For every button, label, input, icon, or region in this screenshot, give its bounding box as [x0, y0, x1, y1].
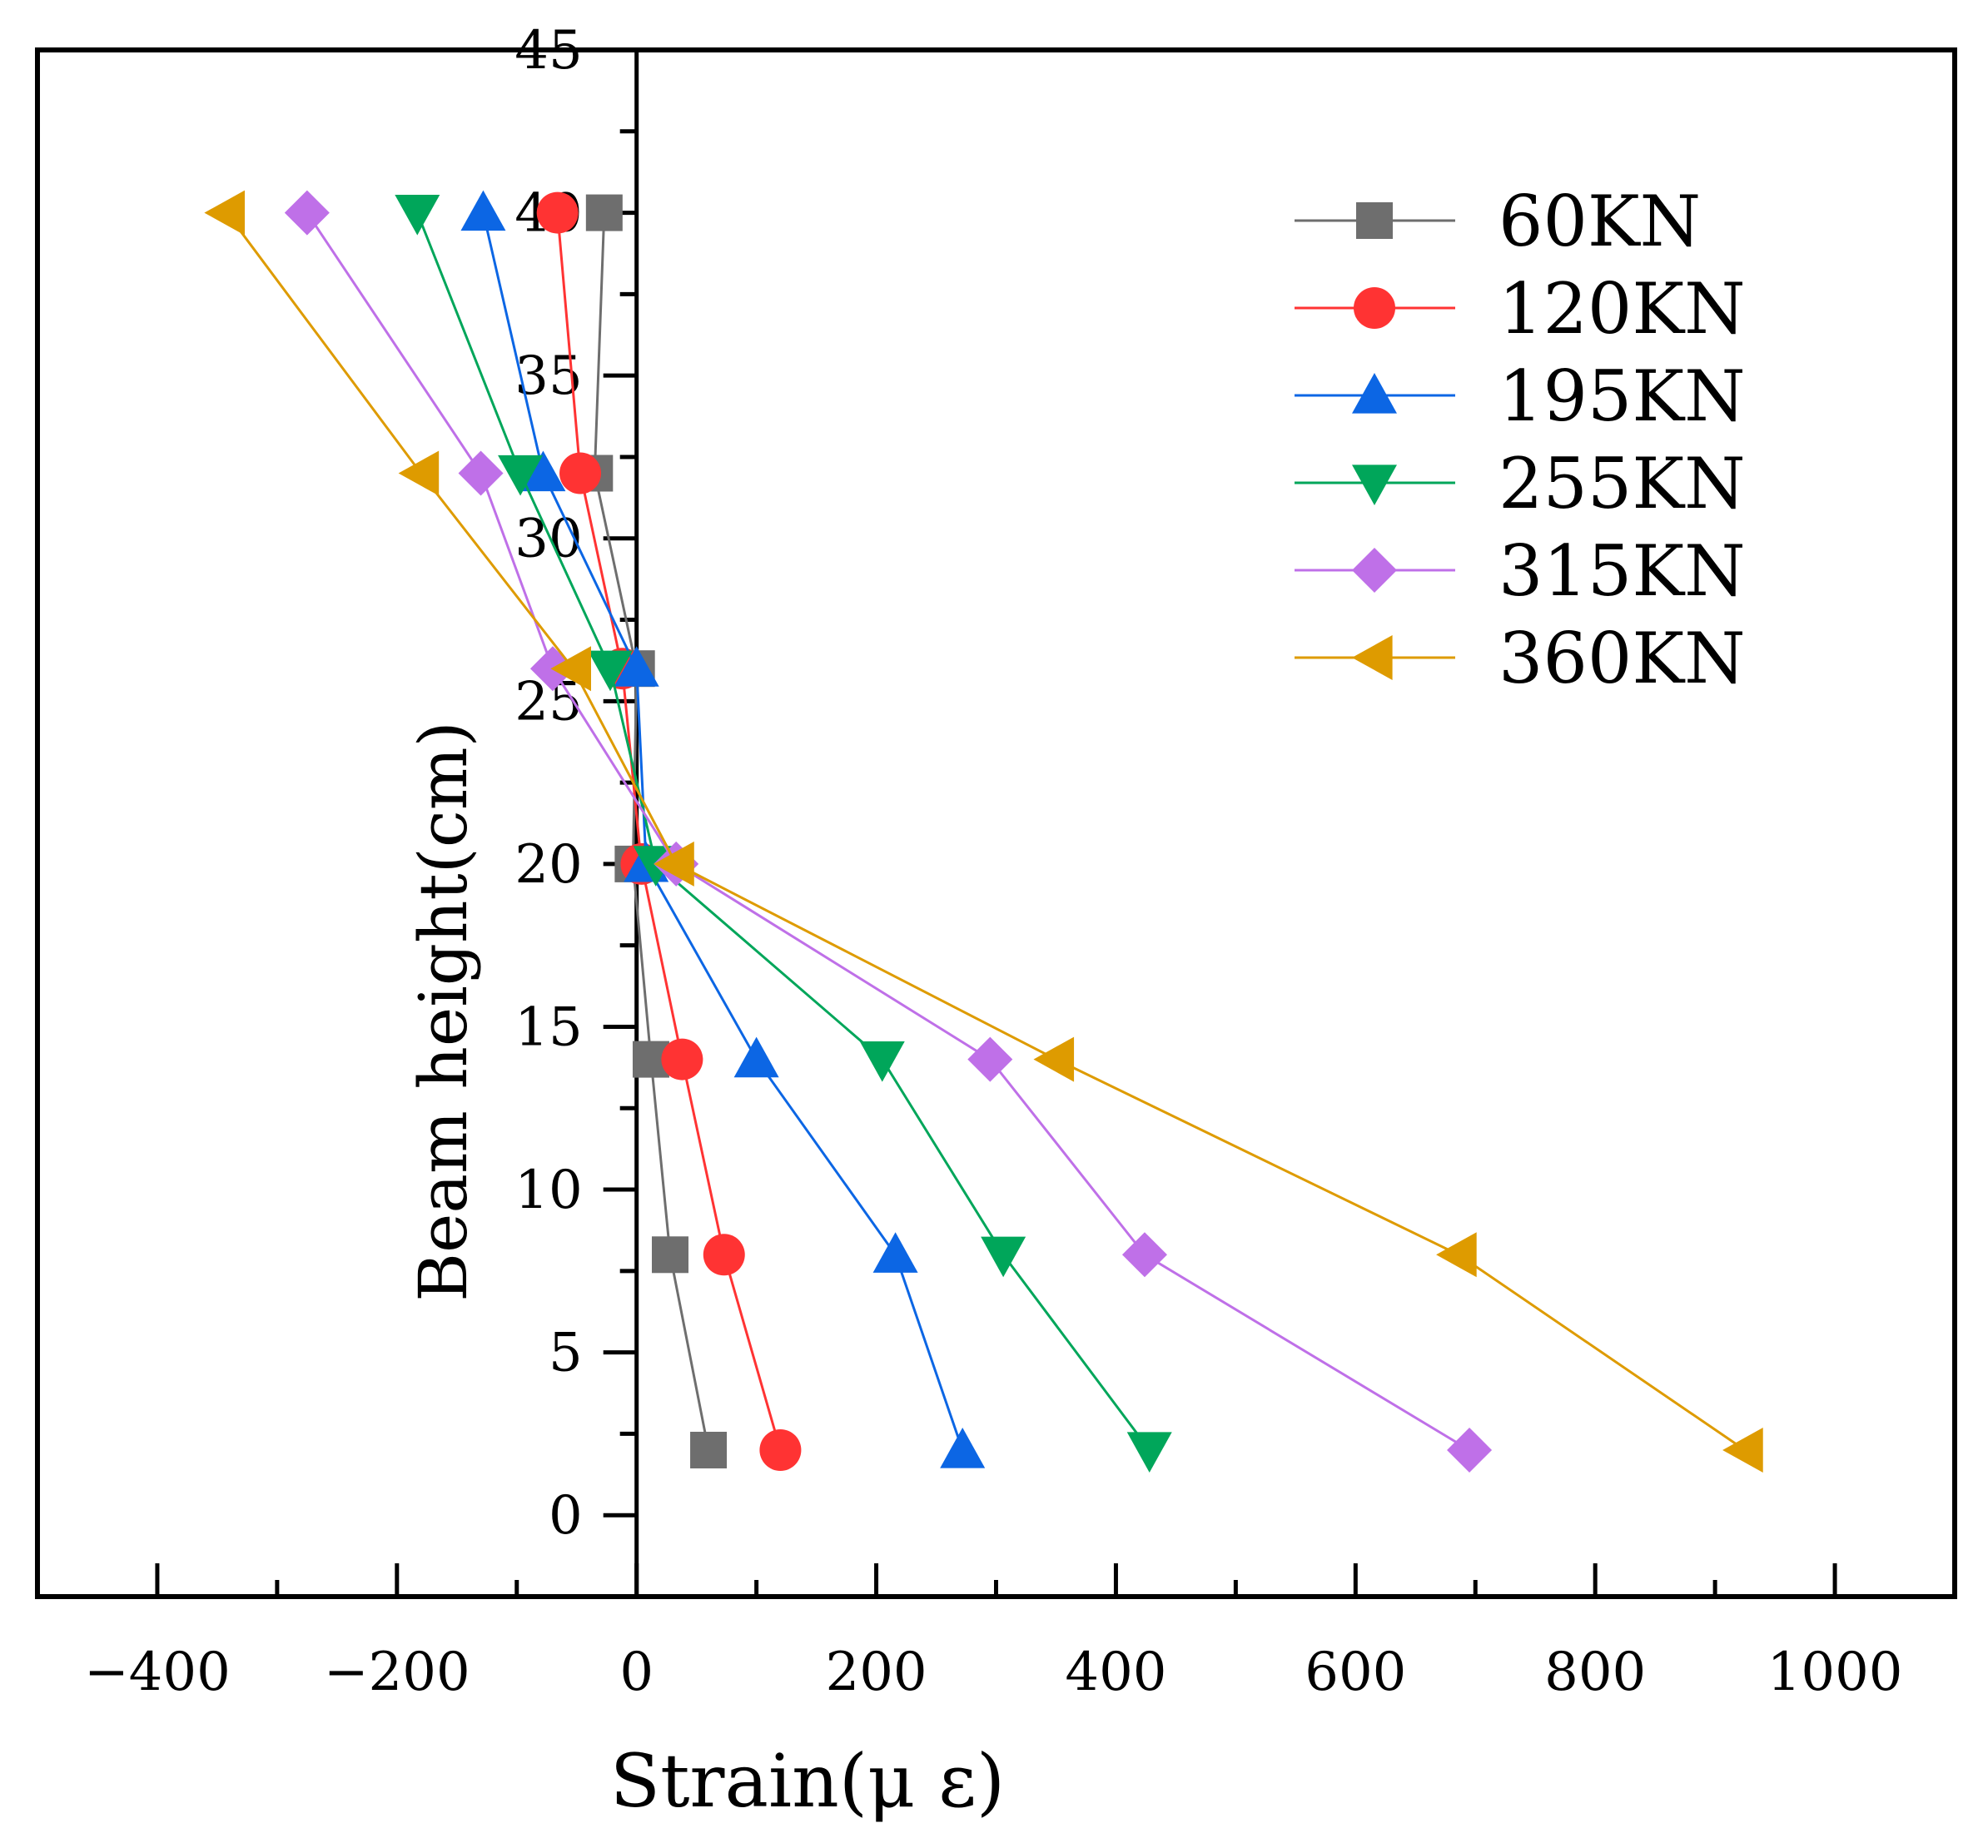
data-point [1436, 1232, 1477, 1278]
y-tick-label: 20 [514, 834, 582, 896]
data-point [981, 1236, 1026, 1278]
legend-marker [1352, 373, 1397, 414]
legend-label: 60KN [1498, 181, 1701, 262]
legend-item-195KN: 195KN [1295, 355, 1746, 437]
y-tick-label: 15 [514, 996, 582, 1058]
data-point [588, 650, 634, 692]
x-tick-label: 400 [1065, 1642, 1166, 1703]
x-tick-label: 1000 [1767, 1642, 1903, 1703]
series-360KN [204, 190, 1763, 1473]
data-point [398, 450, 440, 496]
legend-label: 195KN [1498, 355, 1746, 437]
legend-marker [1354, 287, 1395, 329]
series-group [204, 190, 1763, 1473]
data-point [559, 452, 602, 494]
data-point [550, 646, 592, 692]
x-tick-label: −200 [324, 1642, 470, 1703]
data-point [967, 1036, 1013, 1082]
data-point [284, 190, 330, 236]
data-point [520, 450, 566, 492]
legend-label: 360KN [1498, 618, 1746, 699]
data-point [703, 1234, 745, 1276]
data-point [1121, 1232, 1167, 1278]
data-point [651, 1236, 688, 1274]
x-tick-label: −400 [84, 1642, 231, 1703]
y-tick-label: 10 [514, 1160, 582, 1221]
legend-item-120KN: 120KN [1295, 268, 1746, 350]
data-point [585, 194, 623, 231]
y-tick-label: 0 [549, 1485, 583, 1547]
data-point [498, 455, 544, 496]
legend-marker [1352, 548, 1397, 593]
x-tick-label: 0 [619, 1642, 654, 1703]
legend-label: 120KN [1498, 268, 1746, 350]
y-tick-label: 5 [549, 1323, 583, 1384]
data-point [654, 841, 694, 887]
data-point [204, 190, 246, 236]
x-tick-label: 800 [1544, 1642, 1646, 1703]
legend-marker [1352, 635, 1393, 680]
data-point [395, 194, 440, 236]
data-point [1126, 1432, 1172, 1473]
legend-item-315KN: 315KN [1295, 530, 1746, 612]
data-point [1722, 1427, 1763, 1473]
x-axis-title: Strain(μ ε) [610, 1738, 1005, 1824]
y-axis: 051015202530354045 [514, 20, 639, 1597]
legend-label: 315KN [1498, 530, 1746, 612]
legend-label: 255KN [1498, 443, 1746, 524]
data-point [690, 1431, 728, 1468]
x-tick-label: 200 [825, 1642, 927, 1703]
data-point [460, 190, 506, 231]
legend-item-60KN: 60KN [1295, 181, 1701, 262]
legend-item-360KN: 360KN [1295, 618, 1746, 699]
data-point [940, 1427, 986, 1468]
x-axis: −400 −200 0 200 400 600 800 1000 [84, 1563, 1903, 1703]
data-point [1447, 1427, 1493, 1473]
legend-marker [1352, 464, 1397, 505]
y-tick-label: 45 [514, 20, 582, 82]
data-point [1033, 1036, 1075, 1082]
legend-item-255KN: 255KN [1295, 443, 1746, 524]
data-point [614, 646, 659, 687]
data-point [859, 1041, 905, 1082]
y-tick-label: 30 [514, 509, 582, 570]
data-point [872, 1232, 918, 1273]
data-point [661, 1038, 703, 1080]
data-point [458, 450, 504, 496]
y-axis-title: Beam height(cm) [405, 721, 482, 1302]
data-point [536, 191, 579, 234]
x-tick-label: 600 [1305, 1642, 1406, 1703]
data-point [733, 1036, 779, 1078]
data-point [759, 1428, 802, 1471]
legend-marker [1356, 202, 1393, 239]
